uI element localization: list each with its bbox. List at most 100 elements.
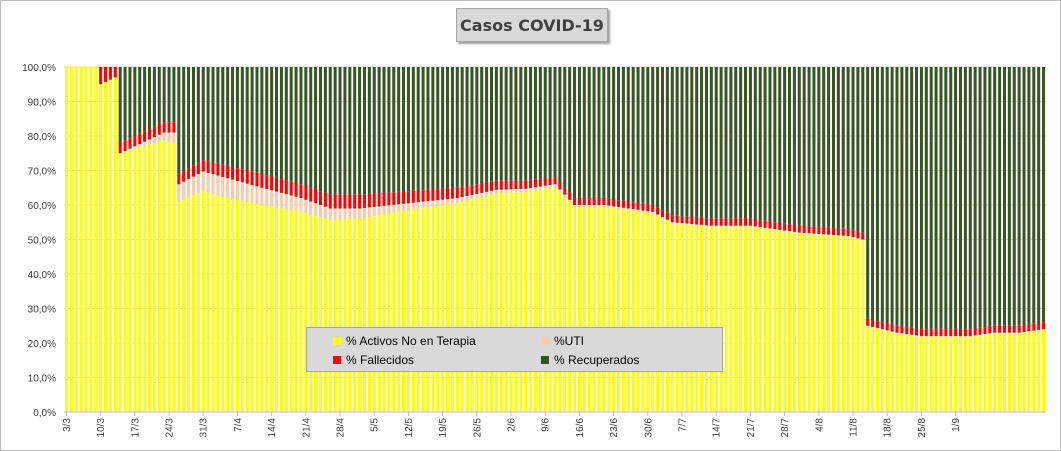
bar-recuperados [255, 67, 259, 173]
bar-recuperados [880, 67, 884, 323]
bar-fallecidos [397, 191, 401, 205]
bar-uti [680, 223, 684, 225]
bar-activos [318, 217, 323, 412]
bar-recuperados [587, 67, 591, 199]
bar-activos [783, 231, 787, 412]
bar-recuperados [822, 67, 826, 228]
bar-fallecidos [553, 177, 557, 185]
bar-uti [617, 207, 621, 209]
bar-fallecidos [529, 180, 533, 189]
bar-fallecidos [289, 181, 293, 196]
bar-fallecidos [426, 189, 430, 202]
bar-fallecidos [348, 194, 352, 209]
bar-recuperados [201, 67, 205, 161]
bar-activos [944, 337, 948, 412]
bar-activos [514, 192, 518, 412]
bar-uti [455, 198, 459, 204]
bar-recuperados [807, 67, 811, 227]
bar-uti [318, 205, 323, 218]
bar-fallecidos [177, 173, 181, 185]
bar-recuperados [875, 67, 879, 322]
bar-activos [74, 67, 78, 412]
bar-uti [294, 196, 298, 212]
bar-recuperados [529, 67, 533, 181]
axes [64, 411, 1046, 416]
bar-activos [382, 214, 386, 412]
x-tick-label: 26/5 [472, 418, 483, 438]
bar-activos [113, 77, 117, 412]
bar-fallecidos [983, 327, 987, 335]
bar-activos [314, 216, 318, 412]
bar-recuperados [489, 67, 493, 182]
bar-fallecidos [143, 131, 147, 142]
bar-activos [827, 235, 831, 412]
bar-activos [231, 198, 235, 412]
bar-recuperados [348, 67, 352, 195]
bar-activos [1037, 330, 1041, 412]
bar-activos [372, 216, 376, 412]
bar-uti [1007, 332, 1011, 334]
bar-uti [411, 202, 415, 210]
bar-uti [152, 137, 156, 144]
bar-recuperados [651, 67, 655, 205]
bar-fallecidos [504, 180, 508, 190]
bar-recuperados [289, 67, 293, 182]
bar-activos [128, 150, 132, 413]
bar-uti [851, 237, 855, 239]
bar-activos [719, 227, 723, 412]
bar-activos [99, 84, 103, 412]
bar-activos [470, 199, 474, 412]
bar-recuperados [182, 67, 186, 172]
bar-fallecidos [841, 228, 845, 236]
bar-fallecidos [333, 194, 337, 209]
bar-fallecidos [108, 67, 112, 80]
bar-uti [670, 222, 674, 224]
bar-uti [714, 225, 718, 228]
bar-uti [958, 336, 963, 338]
bar-fallecidos [362, 194, 366, 208]
bar-fallecidos [392, 192, 396, 205]
bar-activos [304, 213, 308, 412]
bar-recuperados [910, 67, 914, 328]
bar-uti [1027, 331, 1031, 333]
bar-activos [817, 235, 821, 412]
bar-fallecidos [866, 318, 870, 326]
bar-uti [573, 205, 577, 208]
bar-activos [431, 206, 435, 412]
bar-activos [836, 236, 840, 412]
bar-uti [529, 188, 533, 192]
bar-recuperados [924, 67, 928, 330]
bar-activos [270, 206, 274, 412]
bar-uti [358, 208, 362, 219]
bar-fallecidos [240, 169, 244, 183]
bar-fallecidos [328, 194, 332, 209]
bar-uti [866, 325, 870, 327]
bar-recuperados [665, 67, 669, 213]
x-tick-label: 4/8 [814, 418, 825, 432]
bar-fallecidos [934, 329, 938, 337]
bar-activos [460, 202, 464, 412]
bar-recuperados [226, 67, 230, 166]
bar-activos [880, 330, 884, 412]
x-tick-label: 17/3 [130, 418, 141, 438]
bar-fallecidos [416, 190, 420, 203]
x-tick-label: 3/3 [62, 418, 73, 432]
bar-recuperados [817, 67, 821, 228]
bar-fallecidos [905, 327, 909, 335]
bar-uti [817, 233, 821, 236]
bar-uti [695, 224, 699, 226]
bar-recuperados [573, 67, 577, 199]
bar-activos [895, 333, 899, 412]
bar-recuperados [250, 67, 254, 172]
x-tick-label: 23/6 [609, 418, 620, 438]
bar-uti [685, 223, 689, 226]
bar-activos [211, 194, 215, 412]
bar-uti [582, 205, 586, 208]
bar-activos [299, 211, 303, 412]
bar-activos [499, 193, 503, 412]
bar-uti [915, 335, 919, 337]
bar-fallecidos [871, 320, 875, 327]
x-tick-label: 14/4 [267, 418, 278, 438]
bar-fallecidos [279, 179, 283, 193]
